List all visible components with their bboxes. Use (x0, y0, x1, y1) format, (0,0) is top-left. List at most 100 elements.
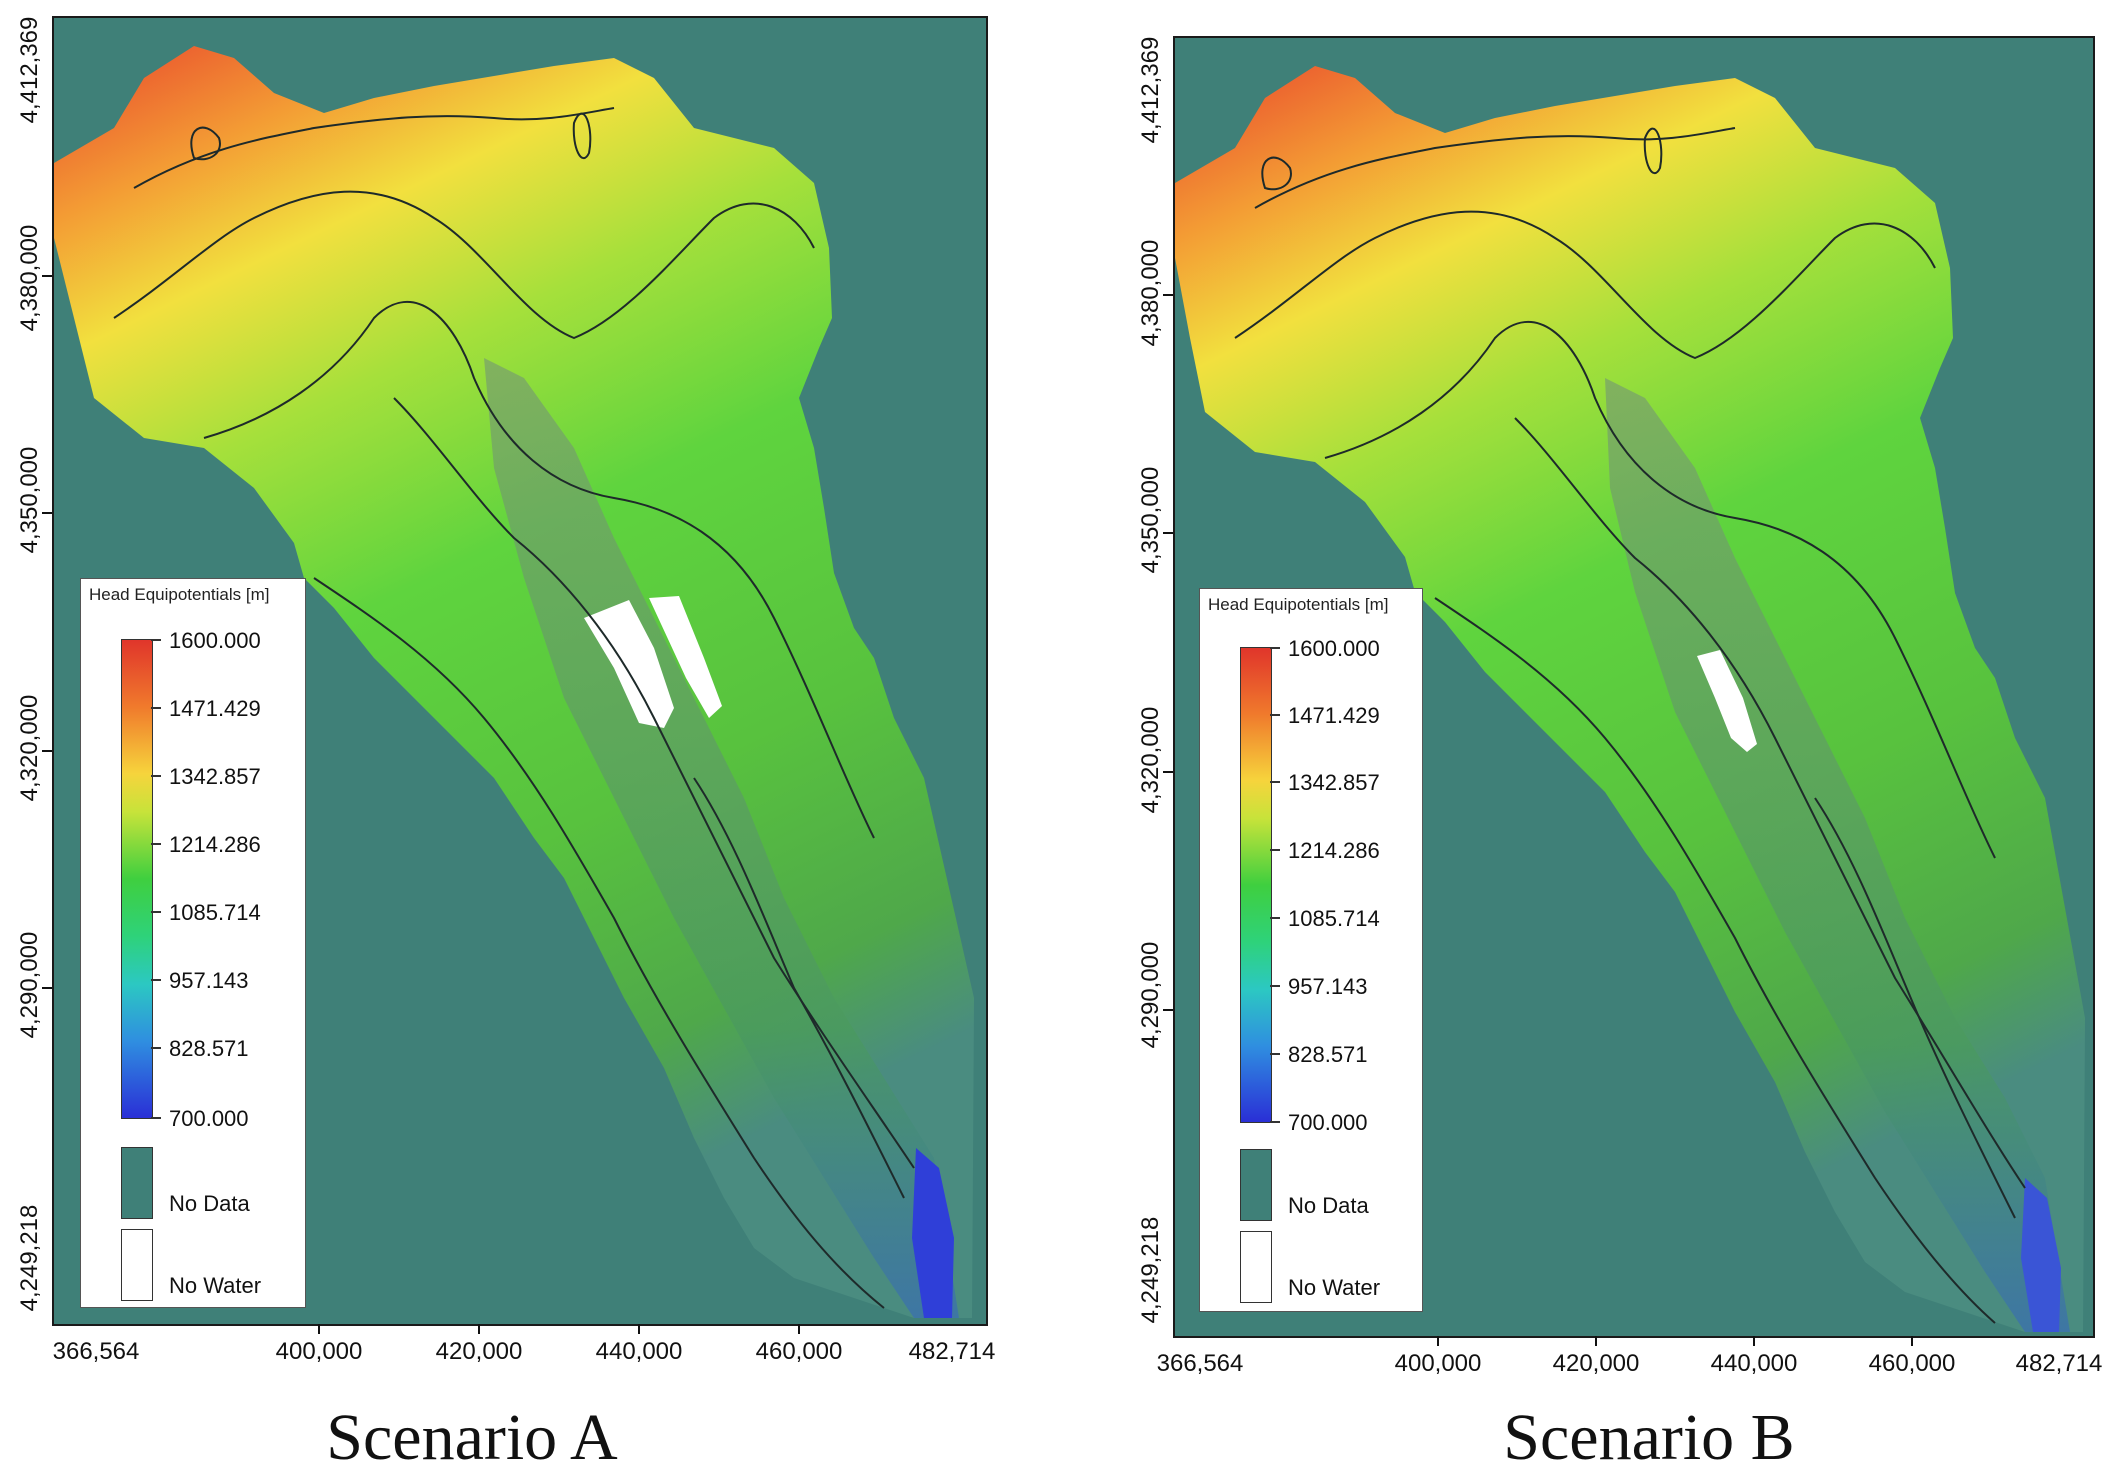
y-tick-label: 4,249,218 (16, 1204, 43, 1312)
legend-tick (151, 979, 161, 981)
no-water-zone (1697, 650, 1757, 752)
x-tick-label: 420,000 (435, 1338, 523, 1365)
legend-value: 957.143 (169, 968, 249, 993)
legend-tick (1270, 781, 1280, 783)
legend-value: 957.143 (1288, 974, 1368, 999)
x-tick-mark (1595, 1336, 1597, 1346)
x-tick-label: 440,000 (595, 1338, 683, 1365)
x-tick-label: 482,714 (908, 1338, 996, 1365)
scenario-b-panel: Head Equipotentials [m] 1600.000 1471.42… (1059, 0, 2118, 1483)
legend-value: 1342.857 (169, 764, 261, 789)
legend-tick (151, 911, 161, 913)
legend-tick (151, 843, 161, 845)
legend-tick (151, 1117, 161, 1119)
scenario-a-panel: Head Equipotentials [m] 1600.000 1471.42… (16, 16, 996, 1474)
legend-title: Head Equipotentials [m] (1208, 595, 1389, 614)
y-tick-label: 4,412,369 (1137, 36, 1164, 144)
legend-tick (1270, 985, 1280, 987)
legend-value: 700.000 (169, 1106, 249, 1131)
low-head-zone (2021, 1178, 2061, 1332)
y-tick-mark (1163, 294, 1173, 296)
legend-tick (1270, 917, 1280, 919)
y-tick-label: 4,290,000 (1137, 941, 1164, 1049)
y-tick-mark (42, 750, 52, 752)
no-water-swatch (1240, 1231, 1272, 1303)
legend-tick (151, 639, 161, 641)
x-tick-mark (1437, 1336, 1439, 1346)
no-data-label: No Data (1288, 1193, 1369, 1218)
scenario-b-map: Head Equipotentials [m] 1600.000 1471.42… (1173, 36, 2095, 1338)
legend-tick (151, 707, 161, 709)
low-head-zone (912, 1148, 954, 1318)
y-tick-label: 4,320,000 (16, 694, 43, 802)
legend-value: 1085.714 (1288, 906, 1380, 931)
legend-color-ramp (1240, 647, 1272, 1123)
x-tick-mark (798, 1324, 800, 1334)
scenario-b-head-raster (1175, 66, 2085, 1332)
legend-value: 1471.429 (1288, 703, 1380, 728)
legend-value: 1600.000 (1288, 636, 1380, 661)
x-tick-label: 400,000 (1394, 1350, 1482, 1377)
y-tick-mark (1163, 532, 1173, 534)
no-water-zone-2 (649, 596, 722, 718)
x-tick-label: 482,714 (2015, 1350, 2103, 1377)
y-tick-label: 4,350,000 (16, 446, 43, 554)
legend-tick (1270, 647, 1280, 649)
no-water-label: No Water (169, 1273, 262, 1298)
x-tick-label: 366,564 (1156, 1350, 1244, 1377)
y-tick-mark (42, 987, 52, 989)
y-tick-mark (42, 512, 52, 514)
x-tick-mark (638, 1324, 640, 1334)
y-tick-label: 4,380,000 (1137, 239, 1164, 347)
legend-value: 1471.429 (169, 696, 261, 721)
x-tick-mark (1911, 1336, 1913, 1346)
y-tick-label: 4,249,218 (1137, 1216, 1164, 1324)
x-tick-label: 460,000 (1868, 1350, 1956, 1377)
legend-value: 828.571 (169, 1036, 249, 1061)
legend-tick (151, 1047, 161, 1049)
legend-tick (1270, 1053, 1280, 1055)
y-tick-mark (1163, 771, 1173, 773)
no-water-zone (584, 600, 674, 728)
y-tick-mark (1163, 1009, 1173, 1011)
legend-value: 1600.000 (169, 628, 261, 653)
equipotential-contours (1234, 127, 2026, 1324)
legend-title: Head Equipotentials [m] (89, 585, 270, 604)
y-tick-label: 4,290,000 (16, 931, 43, 1039)
y-tick-label: 4,320,000 (1137, 706, 1164, 814)
no-data-label: No Data (169, 1191, 250, 1216)
legend-value: 700.000 (1288, 1110, 1368, 1135)
y-tick-mark (42, 275, 52, 277)
legend-value: 1214.286 (169, 832, 261, 857)
legend-color-ramp (121, 639, 153, 1119)
x-tick-mark (1753, 1336, 1755, 1346)
x-tick-label: 400,000 (275, 1338, 363, 1365)
scenario-a-head-raster (54, 46, 974, 1318)
scenario-b-caption: Scenario B (1503, 1401, 1795, 1474)
no-data-swatch (121, 1147, 153, 1219)
legend-value: 1214.286 (1288, 838, 1380, 863)
y-tick-label: 4,350,000 (1137, 466, 1164, 574)
legend-value: 828.571 (1288, 1042, 1368, 1067)
x-tick-label: 460,000 (755, 1338, 843, 1365)
x-tick-label: 366,564 (52, 1338, 140, 1365)
legend-value: 1342.857 (1288, 770, 1380, 795)
equipotential-contours (113, 107, 915, 1309)
no-data-swatch (1240, 1149, 1272, 1221)
x-tick-mark (478, 1324, 480, 1334)
valley-axis (484, 358, 959, 1318)
legend-tick (1270, 714, 1280, 716)
legend-tick (1270, 1121, 1280, 1123)
y-tick-label: 4,380,000 (16, 224, 43, 332)
x-tick-label: 440,000 (1710, 1350, 1798, 1377)
legend-tick (151, 775, 161, 777)
scenario-b-legend: Head Equipotentials [m] 1600.000 1471.42… (1199, 588, 1423, 1312)
scenario-a-caption: Scenario A (326, 1401, 618, 1474)
legend-value: 1085.714 (169, 900, 261, 925)
no-water-label: No Water (1288, 1275, 1381, 1300)
x-tick-mark (318, 1324, 320, 1334)
legend-tick (1270, 849, 1280, 851)
scenario-a-legend: Head Equipotentials [m] 1600.000 1471.42… (80, 578, 306, 1308)
y-tick-label: 4,412,369 (16, 16, 43, 124)
x-tick-label: 420,000 (1552, 1350, 1640, 1377)
